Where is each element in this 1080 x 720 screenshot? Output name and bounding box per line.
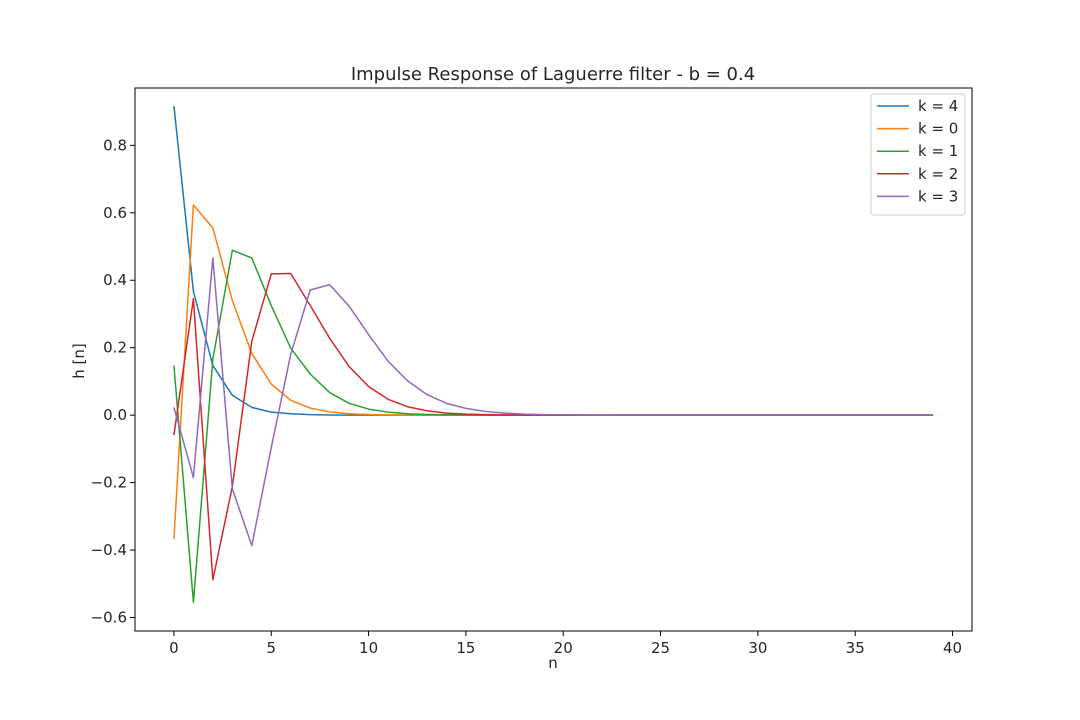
y-axis-ticks: −0.6 −0.4 −0.2 0.0 0.2 0.4 0.6 0.8 xyxy=(91,136,135,627)
legend-entry-3: k = 2 xyxy=(918,165,958,183)
y-tick-label: −0.4 xyxy=(91,541,127,559)
legend-entry-4: k = 3 xyxy=(918,187,958,205)
series-line-2 xyxy=(173,249,934,604)
x-tick-label: 30 xyxy=(748,639,767,657)
x-tick-label: 35 xyxy=(846,639,865,657)
x-axis-label: n xyxy=(548,654,558,672)
y-tick-label: 0.0 xyxy=(103,406,127,424)
y-tick-label: −0.2 xyxy=(91,474,127,492)
legend-box xyxy=(870,93,966,216)
x-tick-label: 40 xyxy=(943,639,962,657)
chart-title: Impulse Response of Laguerre filter - b … xyxy=(351,64,755,85)
y-tick-label: 0.4 xyxy=(103,271,127,289)
legend-entry-2: k = 1 xyxy=(918,142,958,160)
legend-entry-0: k = 4 xyxy=(918,97,958,115)
x-axis-ticks: 0 5 10 15 20 25 30 35 40 xyxy=(169,631,962,657)
plot-frame xyxy=(134,87,973,632)
y-tick-label: 0.6 xyxy=(103,204,127,222)
legend-entry-1: k = 0 xyxy=(918,120,958,138)
x-tick-label: 10 xyxy=(359,639,378,657)
y-tick-label: 0.8 xyxy=(103,136,127,154)
legend: k = 4 k = 0 k = 1 k = 2 k = 3 xyxy=(870,93,966,216)
y-axis-label: h [n] xyxy=(70,343,88,379)
x-tick-label: 20 xyxy=(554,639,573,657)
x-tick-label: 5 xyxy=(266,639,276,657)
plot-area: 0 5 10 15 20 25 30 35 40 −0.6 −0.4 −0.2 0.0 0.2 0.4 0.… xyxy=(91,87,973,657)
series-line-3 xyxy=(173,272,934,581)
series-line-4 xyxy=(173,257,934,547)
x-tick-label: 15 xyxy=(456,639,475,657)
x-tick-label: 25 xyxy=(651,639,670,657)
y-tick-label: 0.2 xyxy=(103,339,127,357)
series-layer xyxy=(173,105,934,604)
x-tick-label: 0 xyxy=(169,639,179,657)
y-tick-label: −0.6 xyxy=(91,609,127,627)
